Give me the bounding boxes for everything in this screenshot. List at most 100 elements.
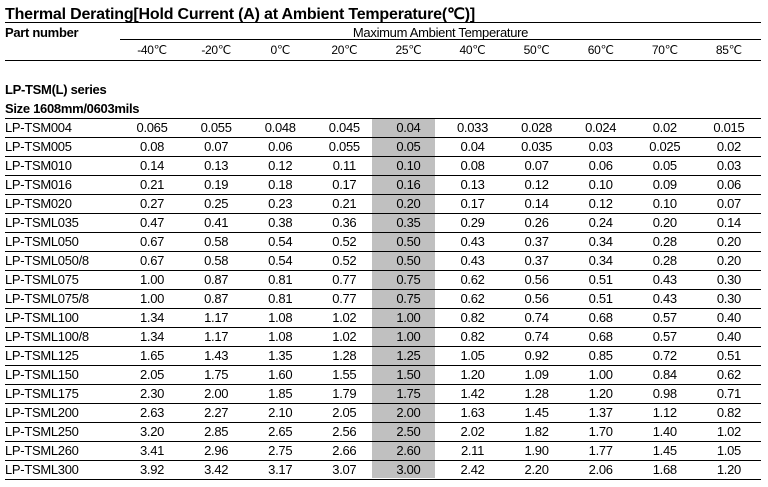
hold-current-cell: 1.17 (184, 308, 249, 328)
hold-current-cell: 0.08 (120, 137, 185, 157)
hold-current-cell: 0.47 (120, 213, 185, 233)
hold-current-cell: 0.20 (376, 194, 441, 214)
hold-current-cell: 0.055 (312, 137, 377, 157)
hold-current-cell: 0.14 (696, 213, 761, 233)
hold-current-cell: 0.34 (568, 251, 633, 271)
hold-current-cell: 1.05 (696, 441, 761, 461)
table-row: LP-TSML250 3.20 2.85 2.65 2.56 2.50 2.02 1.82 1.… (5, 422, 761, 442)
hold-current-cell: 0.21 (312, 194, 377, 214)
hold-current-cell: 0.71 (696, 384, 761, 404)
hold-current-cell: 0.74 (504, 327, 569, 347)
hold-current-cell: 0.24 (568, 213, 633, 233)
hold-current-cell: 0.21 (120, 175, 185, 195)
hold-current-cell: 0.27 (120, 194, 185, 214)
hold-current-cell: 0.75 (376, 289, 441, 309)
temperature-header: 40℃ (459, 43, 486, 57)
part-number-cell: LP-TSM010 (5, 156, 120, 176)
hold-current-cell: 1.02 (312, 308, 377, 328)
hold-current-cell: 0.035 (504, 137, 569, 157)
hold-current-cell: 0.62 (440, 270, 505, 290)
hold-current-cell: 1.08 (248, 308, 313, 328)
hold-current-cell: 1.05 (440, 346, 505, 366)
hold-current-cell: 0.82 (440, 327, 505, 347)
table-row: LP-TSML125 1.65 1.43 1.35 1.28 1.25 1.05 0.92 0.… (5, 346, 761, 366)
table-row: LP-TSML300 3.92 3.42 3.17 3.07 3.00 2.42 2.20 2.… (5, 460, 761, 480)
hold-current-cell: 2.75 (248, 441, 313, 461)
hold-current-cell: 1.65 (120, 346, 185, 366)
hold-current-cell: 0.74 (504, 308, 569, 328)
part-number-cell: LP-TSML050 (5, 232, 120, 252)
part-number-cell: LP-TSML050/8 (5, 251, 120, 271)
table-row: LP-TSM016 0.21 0.19 0.18 0.17 0.16 0.13 0.12 0.1… (5, 175, 761, 195)
series-label: LP-TSM(L) series (5, 82, 107, 97)
table-row: LP-TSM010 0.14 0.13 0.12 0.11 0.10 0.08 0.07 0.0… (5, 156, 761, 176)
hold-current-cell: 0.30 (696, 270, 761, 290)
hold-current-cell: 0.58 (184, 232, 249, 252)
table-row: LP-TSML260 3.41 2.96 2.75 2.66 2.60 2.11 1.90 1.… (5, 441, 761, 461)
hold-current-cell: 0.67 (120, 232, 185, 252)
hold-current-cell: 2.60 (376, 441, 441, 461)
hold-current-cell: 1.34 (120, 308, 185, 328)
temperature-header: 20℃ (331, 43, 358, 57)
hold-current-cell: 0.06 (696, 175, 761, 195)
hold-current-cell: 0.84 (632, 365, 697, 385)
hold-current-cell: 1.55 (312, 365, 377, 385)
hold-current-cell: 0.09 (632, 175, 697, 195)
part-number-cell: LP-TSM020 (5, 194, 120, 214)
hold-current-cell: 2.05 (312, 403, 377, 423)
hold-current-cell: 1.75 (184, 365, 249, 385)
hold-current-cell: 0.28 (632, 232, 697, 252)
hold-current-cell: 0.11 (312, 156, 377, 176)
hold-current-cell: 0.20 (696, 251, 761, 271)
part-number-cell: LP-TSML300 (5, 460, 120, 480)
table-row: LP-TSM005 0.08 0.07 0.06 0.055 0.05 0.04 0.035 0… (5, 137, 761, 157)
part-number-cell: LP-TSML075/8 (5, 289, 120, 309)
hold-current-cell: 0.35 (376, 213, 441, 233)
hold-current-cell: 0.12 (248, 156, 313, 176)
hold-current-cell: 0.57 (632, 308, 697, 328)
hold-current-cell: 1.00 (120, 270, 185, 290)
temperature-header: 60℃ (587, 43, 614, 57)
hold-current-cell: 0.048 (248, 118, 313, 138)
part-number-cell: LP-TSML100 (5, 308, 120, 328)
hold-current-cell: 0.41 (184, 213, 249, 233)
hold-current-cell: 0.10 (568, 175, 633, 195)
table-row: LP-TSML035 0.47 0.41 0.38 0.36 0.35 0.29 0.26 0.… (5, 213, 761, 233)
document-title: Thermal Derating[Hold Current (A) at Amb… (5, 6, 476, 23)
hold-current-cell: 1.50 (376, 365, 441, 385)
hold-current-cell: 1.40 (632, 422, 697, 442)
table-row: LP-TSML175 2.30 2.00 1.85 1.79 1.75 1.42 1.28 1.… (5, 384, 761, 404)
hold-current-cell: 1.60 (248, 365, 313, 385)
part-number-header: Part number (5, 25, 79, 40)
hold-current-cell: 0.54 (248, 251, 313, 271)
hold-current-cell: 0.75 (376, 270, 441, 290)
part-number-cell: LP-TSML075 (5, 270, 120, 290)
hold-current-cell: 0.50 (376, 251, 441, 271)
hold-current-cell: 0.055 (184, 118, 249, 138)
hold-current-cell: 0.28 (632, 251, 697, 271)
hold-current-cell: 1.35 (248, 346, 313, 366)
hold-current-cell: 0.51 (696, 346, 761, 366)
derating-table: LP-TSM004 0.065 0.055 0.048 0.045 0.04 0.033 0.… (5, 118, 761, 480)
hold-current-cell: 0.56 (504, 270, 569, 290)
part-number-cell: LP-TSML250 (5, 422, 120, 442)
hold-current-cell: 0.04 (440, 137, 505, 157)
hold-current-cell: 1.25 (376, 346, 441, 366)
hold-current-cell: 1.17 (184, 327, 249, 347)
hold-current-cell: 2.02 (440, 422, 505, 442)
hold-current-cell: 0.18 (248, 175, 313, 195)
hold-current-cell: 0.82 (440, 308, 505, 328)
hold-current-cell: 1.63 (440, 403, 505, 423)
hold-current-cell: 0.62 (696, 365, 761, 385)
table-row: LP-TSML050/8 0.67 0.58 0.54 0.52 0.50 0.43 0.37… (5, 251, 761, 271)
hold-current-cell: 0.13 (184, 156, 249, 176)
hold-current-cell: 1.28 (312, 346, 377, 366)
hold-current-cell: 2.96 (184, 441, 249, 461)
hold-current-cell: 3.07 (312, 460, 377, 480)
hold-current-cell: 0.85 (568, 346, 633, 366)
hold-current-cell: 3.92 (120, 460, 185, 480)
hold-current-cell: 0.12 (568, 194, 633, 214)
hold-current-cell: 1.82 (504, 422, 569, 442)
hold-current-cell: 0.07 (696, 194, 761, 214)
hold-current-cell: 1.34 (120, 327, 185, 347)
